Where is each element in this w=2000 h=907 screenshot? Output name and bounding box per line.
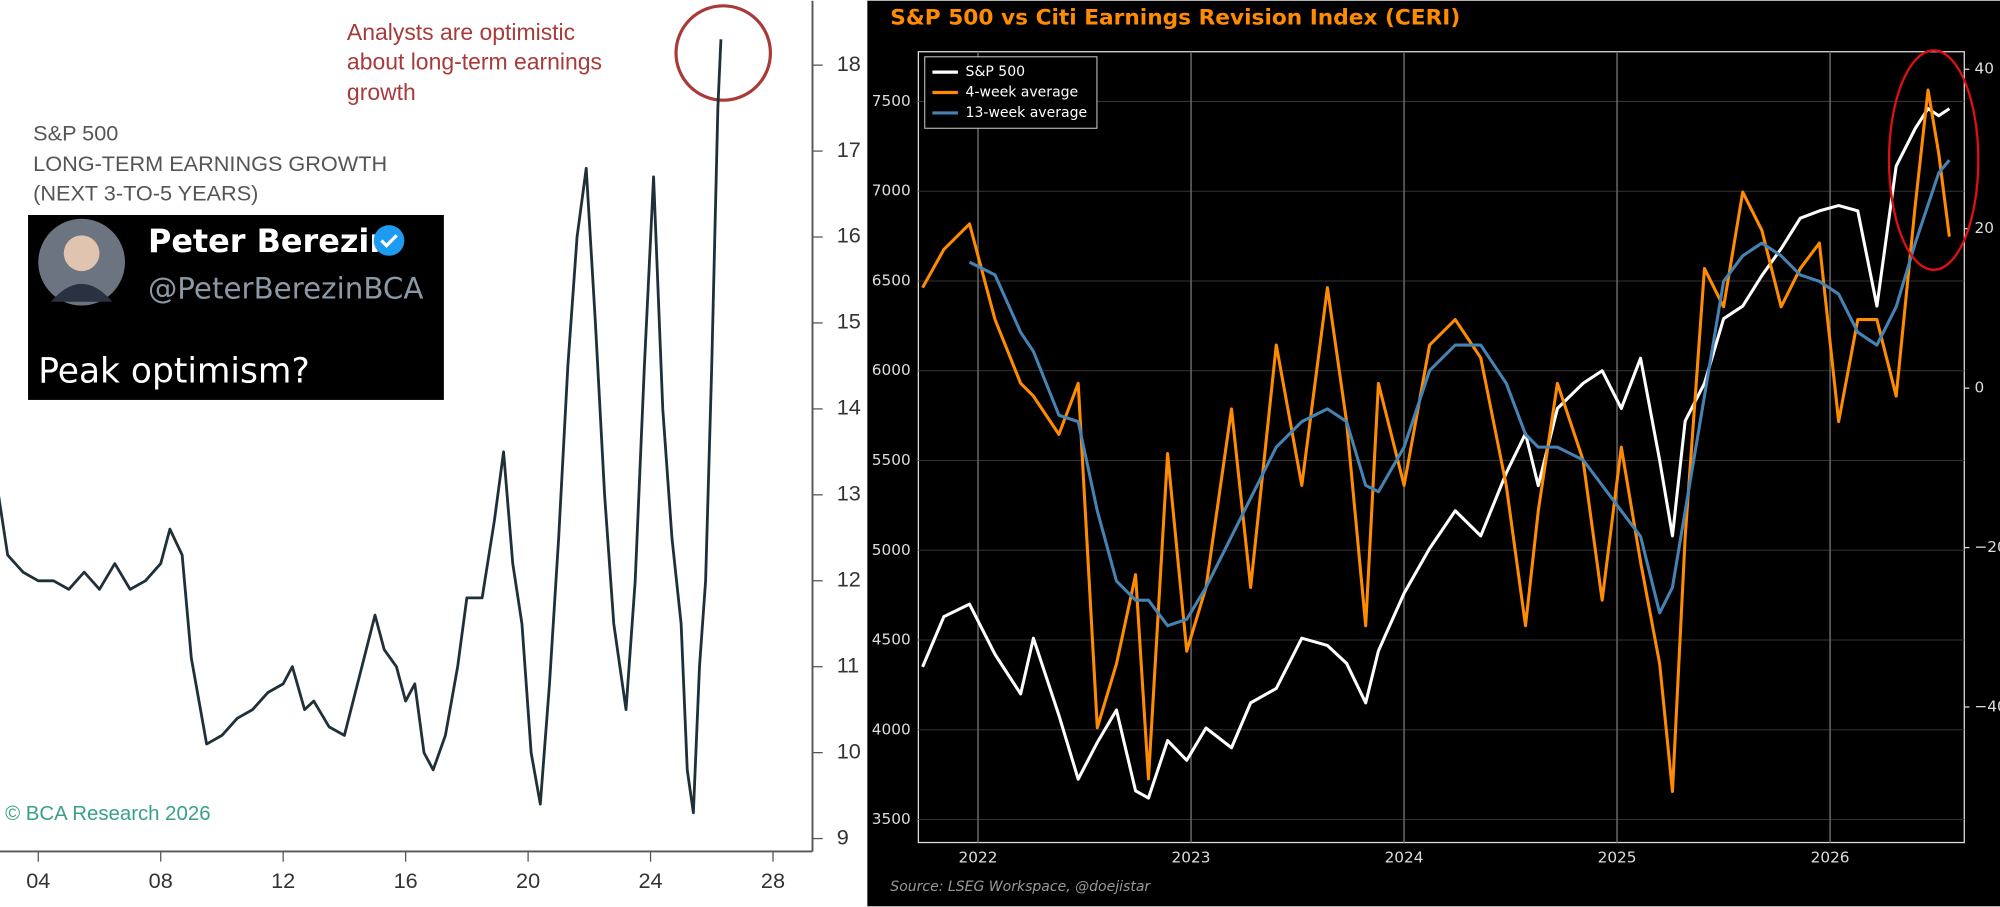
- x-tick-label: 2023: [1172, 848, 1211, 866]
- legend-label: 13-week average: [966, 105, 1088, 121]
- left-chart: S&P 500 LONG-TERM EARNINGS GROWTH (NEXT …: [0, 0, 861, 893]
- highlight-ellipse: [1887, 49, 1980, 271]
- line: [921, 88, 1951, 794]
- line: [0, 39, 723, 815]
- y-tick-label: 14: [837, 395, 861, 420]
- y-tick-label: 12: [837, 566, 861, 591]
- tweet-handle: @PeterBerezinBCA: [148, 272, 424, 306]
- credit: © BCA Research 2026: [5, 803, 210, 825]
- y-tick-label: 9: [837, 824, 849, 849]
- y-tick-label: 5000: [872, 541, 911, 559]
- x-tick-label: 16: [394, 868, 418, 893]
- y-tick-label: 18: [837, 51, 861, 76]
- y-tick-label: 7000: [872, 182, 911, 200]
- y-tick-label: 6000: [872, 361, 911, 379]
- legend-label: S&P 500: [966, 64, 1025, 80]
- x-tick-label: 2024: [1385, 848, 1424, 866]
- x-tick-label: 24: [638, 868, 662, 893]
- y-tick-label: 10: [837, 738, 861, 763]
- y-tick-label: 3500: [872, 810, 911, 828]
- y-tick-label: 16: [837, 223, 861, 248]
- legend-label: 4-week average: [966, 85, 1079, 101]
- avatar-body: [51, 283, 113, 302]
- annotation: Analysts are optimistic: [347, 19, 575, 45]
- line: [921, 107, 1951, 800]
- highlight-circle: [674, 4, 773, 102]
- y-tick-label: 7500: [872, 92, 911, 110]
- tweet-name: Peter Berezin: [148, 222, 392, 260]
- right-chart: S&P 500 vs Citi Earnings Revision Index …: [872, 6, 2000, 896]
- y-tick-label: 11: [837, 652, 860, 677]
- chart-title: (NEXT 3-TO-5 YEARS): [33, 180, 258, 205]
- annotation: about long-term earnings: [347, 48, 602, 74]
- y2-tick-label: 40: [1974, 60, 1993, 78]
- legend-box: [924, 56, 1098, 129]
- x-tick-label: 20: [516, 868, 540, 893]
- chart-title: S&P 500 vs Citi Earnings Revision Index …: [890, 6, 1460, 31]
- right-panel: [867, 0, 2000, 907]
- source: Source: LSEG Workspace, @doejistar: [890, 879, 1151, 895]
- y-tick-label: 5500: [872, 451, 911, 469]
- y2-tick-label: 20: [1974, 219, 1993, 237]
- x-tick-label: 28: [761, 868, 785, 893]
- left-panel: [0, 0, 868, 907]
- x-tick-label: 04: [26, 868, 50, 893]
- plot-frame: [917, 51, 1965, 844]
- chart-title: S&P 500: [33, 120, 118, 145]
- x-tick-label: 2022: [959, 848, 998, 866]
- x-tick-label: 08: [149, 868, 173, 893]
- tweet-card: Peter Berezin @PeterBerezinBCA Peak opti…: [28, 214, 444, 400]
- y2-tick-label: −20: [1974, 538, 2000, 556]
- annotation: growth: [347, 79, 416, 105]
- y-tick-label: 4500: [872, 631, 911, 649]
- x-tick-label: 2026: [1811, 848, 1850, 866]
- y2-tick-label: −40: [1974, 698, 2000, 716]
- x-tick-label: 12: [271, 868, 295, 893]
- y-tick-label: 6500: [872, 271, 911, 289]
- x-tick-label: 2025: [1598, 848, 1637, 866]
- verified-check: [380, 234, 398, 248]
- avatar-face: [63, 235, 100, 272]
- y2-tick-label: 0: [1974, 379, 1984, 397]
- y-tick-label: 4000: [872, 720, 911, 738]
- y-tick-label: 13: [837, 481, 861, 506]
- y-tick-label: 15: [837, 309, 861, 334]
- verified-badge: [373, 225, 405, 256]
- y-tick-label: 17: [837, 137, 861, 162]
- chart-title: LONG-TERM EARNINGS GROWTH: [33, 151, 387, 176]
- tweet-text: Peak optimism?: [38, 352, 309, 392]
- line: [968, 159, 1951, 628]
